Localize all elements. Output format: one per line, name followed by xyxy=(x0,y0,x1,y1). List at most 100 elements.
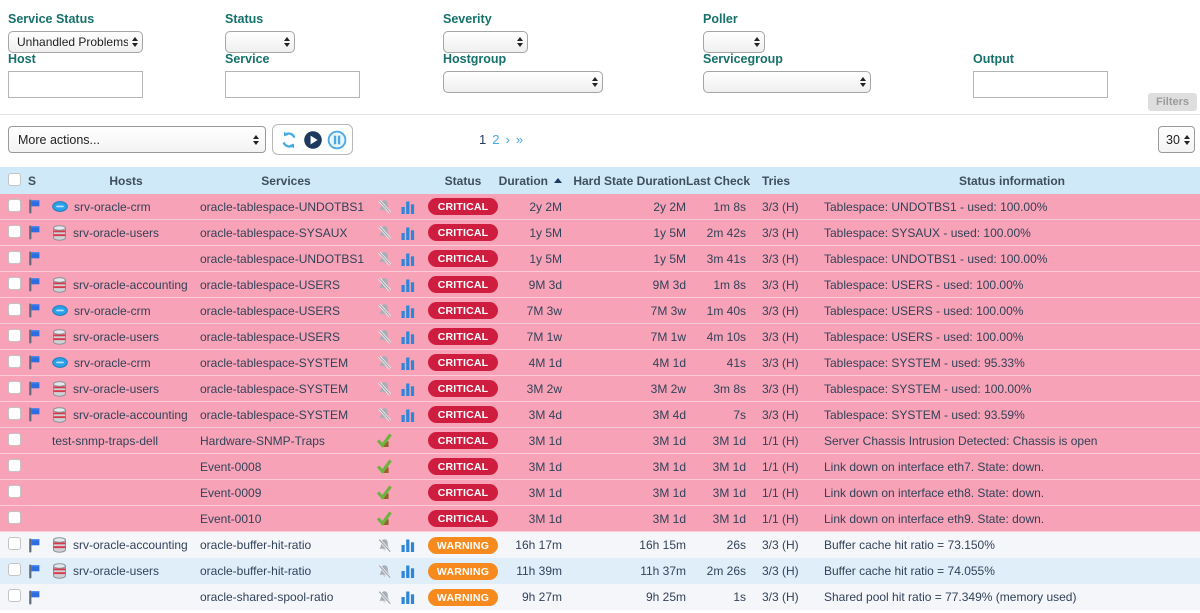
table-row[interactable]: srv-oracle-accounting oracle-tablespace-U… xyxy=(0,272,1200,298)
row-select-checkbox[interactable] xyxy=(8,250,21,264)
service-name[interactable]: oracle-tablespace-SYSAUX xyxy=(200,225,348,240)
service-name[interactable]: oracle-tablespace-USERS xyxy=(200,329,341,344)
header-hosts[interactable]: Hosts xyxy=(109,173,143,188)
refresh-button[interactable] xyxy=(278,129,299,150)
row-select-checkbox[interactable] xyxy=(8,484,21,498)
host-name[interactable]: srv-oracle-users xyxy=(73,329,160,344)
graph-cell[interactable] xyxy=(396,277,420,292)
host-name[interactable]: srv-oracle-users xyxy=(73,225,160,240)
play-button[interactable] xyxy=(302,129,323,150)
header-status[interactable]: Status xyxy=(444,173,482,188)
graph-cell[interactable] xyxy=(396,225,420,240)
service-name[interactable]: oracle-tablespace-UNDOTBS1 xyxy=(200,251,365,266)
poller-select[interactable] xyxy=(703,31,765,53)
row-select-checkbox[interactable] xyxy=(8,224,21,238)
graph-cell[interactable] xyxy=(396,355,420,370)
output-input[interactable] xyxy=(973,71,1108,98)
header-last-check[interactable]: Last Check xyxy=(686,173,751,188)
row-select-checkbox[interactable] xyxy=(8,302,21,316)
row-select-checkbox[interactable] xyxy=(8,510,21,524)
graph-cell[interactable] xyxy=(396,590,420,605)
service-name[interactable]: Event-0008 xyxy=(200,459,262,474)
select-all-checkbox[interactable] xyxy=(8,172,21,186)
graph-cell[interactable] xyxy=(396,564,420,579)
service-name[interactable]: Event-0010 xyxy=(200,511,262,526)
hostgroup-select[interactable] xyxy=(443,71,603,93)
host-name[interactable]: test-snmp-traps-dell xyxy=(52,433,159,448)
table-row[interactable]: srv-oracle-users oracle-tablespace-USERS C… xyxy=(0,324,1200,350)
service-name[interactable]: oracle-tablespace-SYSTEM xyxy=(200,355,349,370)
graph-cell[interactable] xyxy=(396,329,420,344)
more-actions-select[interactable]: More actions... xyxy=(8,126,266,153)
pagination-item: 1 xyxy=(479,132,487,147)
table-row[interactable]: srv-oracle-accounting oracle-tablespace-S… xyxy=(0,402,1200,428)
header-duration[interactable]: Duration xyxy=(499,174,562,188)
table-row[interactable]: Event-0010 CRITICAL 3M 1d 3M 1d 3M 1d 1/1 (H)… xyxy=(0,506,1200,532)
service-name[interactable]: oracle-tablespace-SYSTEM xyxy=(200,407,349,422)
row-select-checkbox[interactable] xyxy=(8,432,21,446)
service_status-select[interactable]: Unhandled Problems xyxy=(8,31,143,53)
row-select-checkbox[interactable] xyxy=(8,537,21,550)
table-row[interactable]: srv-oracle-accounting oracle-buffer-hit-r… xyxy=(0,532,1200,558)
status-badge: WARNING xyxy=(428,562,498,580)
pagination-item[interactable]: 2 xyxy=(492,132,500,147)
row-select-checkbox[interactable] xyxy=(8,458,21,472)
service-name[interactable]: Hardware-SNMP-Traps xyxy=(200,433,325,448)
host-name[interactable]: srv-oracle-users xyxy=(73,381,160,396)
table-row[interactable]: test-snmp-traps-dell Hardware-SNMP-Traps C… xyxy=(0,428,1200,454)
row-select-checkbox[interactable] xyxy=(8,589,21,602)
table-row[interactable]: srv-oracle-users oracle-tablespace-SYSAUX… xyxy=(0,220,1200,246)
row-select-checkbox[interactable] xyxy=(8,380,21,394)
servicegroup-select[interactable] xyxy=(703,71,871,93)
host-name[interactable]: srv-oracle-accounting xyxy=(73,277,188,292)
host-name[interactable]: srv-oracle-crm xyxy=(74,303,151,318)
service-name[interactable]: oracle-shared-spool-ratio xyxy=(200,590,334,604)
table-row[interactable]: srv-oracle-crm oracle-tablespace-USERS CRI… xyxy=(0,298,1200,324)
host-name[interactable]: srv-oracle-crm xyxy=(74,199,151,214)
row-select-checkbox[interactable] xyxy=(8,198,21,212)
pagination-item[interactable]: › xyxy=(505,132,510,147)
table-row[interactable]: srv-oracle-crm oracle-tablespace-SYSTEM CR… xyxy=(0,350,1200,376)
header-services[interactable]: Services xyxy=(261,173,311,188)
host-name[interactable]: srv-oracle-crm xyxy=(74,355,151,370)
table-row[interactable]: srv-oracle-crm oracle-tablespace-UNDOTBS1… xyxy=(0,194,1200,220)
status-select[interactable] xyxy=(225,31,295,53)
graph-cell[interactable] xyxy=(396,381,420,396)
service-name[interactable]: oracle-buffer-hit-ratio xyxy=(200,564,312,578)
table-row[interactable]: Event-0009 CRITICAL 3M 1d 3M 1d 3M 1d 1/1 (H)… xyxy=(0,480,1200,506)
service-name[interactable]: oracle-buffer-hit-ratio xyxy=(200,538,312,552)
table-row[interactable]: Event-0008 CRITICAL 3M 1d 3M 1d 3M 1d 1/1 (H)… xyxy=(0,454,1200,480)
graph-cell[interactable] xyxy=(396,538,420,553)
host-name[interactable]: srv-oracle-accounting xyxy=(73,407,188,422)
service-name[interactable]: oracle-tablespace-UNDOTBS1 xyxy=(200,199,365,214)
service-name[interactable]: oracle-tablespace-USERS xyxy=(200,303,341,318)
service-name[interactable]: Event-0009 xyxy=(200,485,262,500)
graph-cell[interactable] xyxy=(396,407,420,422)
filters-button[interactable]: Filters xyxy=(1147,93,1197,111)
duration-cell: 3M 1d xyxy=(528,485,562,500)
host-name[interactable]: srv-oracle-users xyxy=(73,564,160,578)
row-select-checkbox[interactable] xyxy=(8,563,21,576)
graph-cell[interactable] xyxy=(396,251,420,266)
row-select-checkbox[interactable] xyxy=(8,406,21,420)
table-row[interactable]: srv-oracle-users oracle-buffer-hit-ratio W… xyxy=(0,558,1200,584)
page-size-select[interactable]: 30 xyxy=(1158,126,1195,153)
table-row[interactable]: oracle-shared-spool-ratio WARNING 9h 27m 9h… xyxy=(0,584,1200,610)
graph-cell[interactable] xyxy=(396,199,420,214)
hard-state-duration-cell: 3M 4d xyxy=(652,407,686,422)
row-select-checkbox[interactable] xyxy=(8,354,21,368)
row-select-checkbox[interactable] xyxy=(8,328,21,342)
severity-select[interactable] xyxy=(443,31,528,53)
table-row[interactable]: oracle-tablespace-UNDOTBS1 CRITICAL 1y 5M 1… xyxy=(0,246,1200,272)
host-name[interactable]: srv-oracle-accounting xyxy=(73,538,188,552)
graph-cell[interactable] xyxy=(396,303,420,318)
host-input[interactable] xyxy=(8,71,143,98)
pagination-item[interactable]: » xyxy=(515,132,524,147)
service-input[interactable] xyxy=(225,71,360,98)
table-row[interactable]: srv-oracle-users oracle-tablespace-SYSTEM… xyxy=(0,376,1200,402)
service-name[interactable]: oracle-tablespace-SYSTEM xyxy=(200,381,349,396)
header-hard-state-duration[interactable]: Hard State Duration xyxy=(573,173,686,188)
pause-button[interactable] xyxy=(326,129,347,150)
row-select-checkbox[interactable] xyxy=(8,276,21,290)
service-name[interactable]: oracle-tablespace-USERS xyxy=(200,277,341,292)
